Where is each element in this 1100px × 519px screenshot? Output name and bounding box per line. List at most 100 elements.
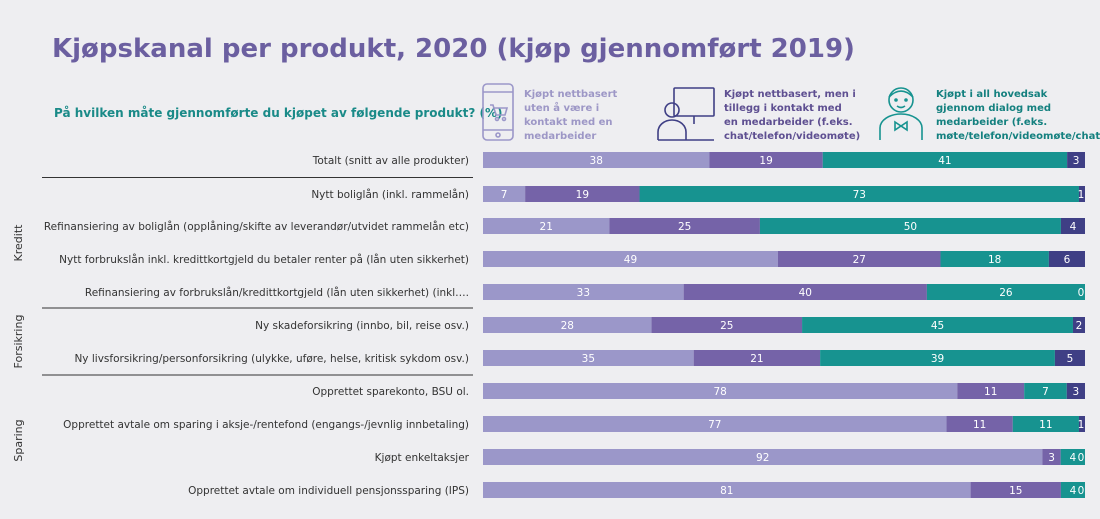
data-label: 25 [720,320,733,332]
group-label: Kreditt [12,224,25,262]
bar-segment [483,482,971,498]
data-label: 78 [713,386,726,398]
data-label: 1 [1078,419,1085,431]
bar-segment [483,416,947,432]
bar-segment [1060,449,1085,465]
data-label: 0 [1078,485,1085,497]
category-label: Nytt forbrukslån inkl. kredittkortgjeld … [59,253,469,266]
data-label: 11 [973,419,986,431]
bar-segment [693,350,821,366]
data-label: 21 [750,353,763,365]
bar-segment [525,186,640,202]
group-label: Forsikring [12,315,25,369]
bar-segment [970,482,1061,498]
data-label: 45 [931,320,944,332]
bar-segment [1024,383,1067,399]
bar-segment [609,218,760,234]
data-label: 5 [1067,353,1074,365]
bar-segment [1072,317,1085,333]
data-label: 18 [988,254,1001,266]
data-label: 4 [1070,221,1077,233]
data-label: 19 [576,189,589,201]
data-label: 73 [853,189,866,201]
data-label: 81 [720,485,733,497]
bar-segment [709,152,823,168]
bar-segment [1078,416,1085,432]
bar-segment [483,186,526,202]
bar-segment [683,284,927,300]
legend-label-dialog-with-employee: Kjøpt i all hovedsak gjennom dialog med … [936,89,1100,142]
bar-segment [483,218,610,234]
category-label: Kjøpt enkeltaksjer [375,452,470,464]
data-label: 50 [904,221,917,233]
data-label: 7 [1042,386,1049,398]
bar-segment [946,416,1013,432]
category-label: Ny livsforsikring/personforsikring (ulyk… [74,353,469,365]
bar-segment [651,317,803,333]
bar-segment [822,152,1068,168]
data-label: 77 [708,419,721,431]
category-label: Ny skadeforsikring (innbo, bil, reise os… [255,320,469,332]
data-label: 39 [931,353,944,365]
data-label: 21 [540,221,553,233]
group-label: Sparing [12,419,25,461]
page-title: Kjøpskanal per produkt, 2020 (kjøp gjenn… [52,34,855,64]
bar-segment [820,350,1055,366]
data-label: 4 [1069,452,1076,464]
category-label: Opprettet avtale om sparing i aksje-/ren… [63,419,469,431]
bar-segment [1048,251,1085,267]
bar-segment [483,152,710,168]
bar-segment [483,449,1043,465]
data-label: 1 [1078,189,1085,201]
bar-segment [639,186,1079,202]
bar-segment [483,251,778,267]
data-label: 33 [577,287,590,299]
legend-label-online-no-contact: Kjøpt nettbasert uten å være i kontakt m… [524,89,618,142]
category-label: Nytt boliglån (inkl. rammelån) [311,188,469,201]
category-label: Totalt (snitt av alle produkter) [312,155,469,167]
data-label: 3 [1073,386,1080,398]
data-label: 11 [984,386,997,398]
data-label: 3 [1048,452,1055,464]
employee-bowtie-icon [879,87,923,140]
data-label: 27 [853,254,866,266]
data-label: 7 [501,189,508,201]
data-label: 38 [590,155,603,167]
bar-segment [1066,383,1085,399]
data-label: 26 [999,287,1013,299]
bar-segment [957,383,1025,399]
category-label: Opprettet sparekonto, BSU ol. [312,386,469,398]
bar-segment [1060,482,1085,498]
bar-segment [1042,449,1061,465]
bar-segment [1012,416,1079,432]
data-label: 49 [624,254,637,266]
bar-segment [483,350,694,366]
data-label: 41 [938,155,951,167]
data-label: 25 [678,221,691,233]
data-label: 11 [1039,419,1052,431]
data-label: 35 [582,353,595,365]
data-label: 3 [1073,155,1080,167]
data-label: 2 [1076,320,1083,332]
bar-segment [483,383,958,399]
data-label: 0 [1078,452,1085,464]
data-label: 15 [1009,485,1022,497]
data-label: 0 [1078,287,1085,299]
data-label: 40 [799,287,812,299]
data-label: 4 [1070,485,1077,497]
category-label: Refinansiering av boliglån (opplåning/sk… [44,220,469,233]
bar-segment [940,251,1049,267]
data-label: 28 [561,320,574,332]
bar-segment [926,284,1085,300]
category-label: Refinansiering av forbrukslån/kredittkor… [85,286,469,299]
category-label: Opprettet avtale om individuell pensjons… [188,485,469,497]
bar-segment [1060,218,1085,234]
data-label: 92 [756,452,769,464]
bar-segment [1078,186,1085,202]
data-label: 19 [759,155,772,167]
smartphone-cart-icon [482,83,514,141]
legend-label-online-with-contact: Kjøpt nettbasert, men i tillegg i kontak… [724,89,861,142]
data-label: 6 [1064,254,1071,266]
bar-segment [759,218,1061,234]
